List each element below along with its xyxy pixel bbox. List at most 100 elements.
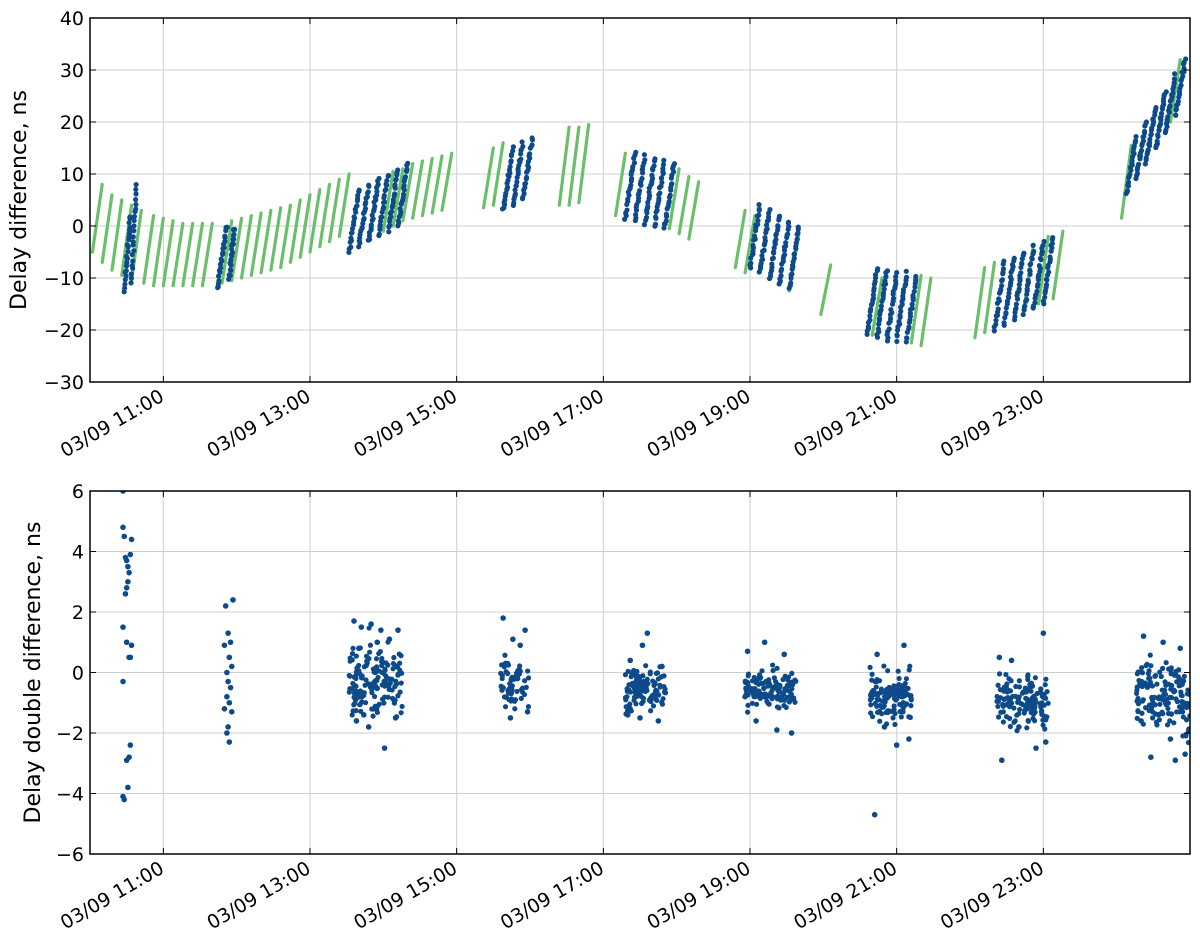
data-point [877,718,883,724]
data-point [906,324,912,330]
data-point [222,238,228,244]
x-tick-label: 03/09 13:00 [203,385,314,462]
data-point [351,618,357,624]
data-point [1012,693,1019,700]
data-point [788,691,794,697]
model-track [567,125,581,207]
model-track [259,208,273,275]
data-point [513,183,519,189]
data-point [348,244,354,250]
data-point [782,252,788,258]
y-tick-label: 6 [72,481,84,503]
data-point [748,688,754,695]
data-point [759,253,765,259]
data-point [225,678,231,685]
data-point [767,207,773,213]
data-point [381,192,387,199]
data-point [762,679,768,685]
data-point [1149,715,1156,721]
data-point [1153,104,1159,111]
data-point [999,277,1006,283]
data-point [882,697,888,704]
data-point [624,686,630,692]
data-point [376,668,382,674]
data-point [360,712,367,718]
data-point [627,689,633,695]
data-point [755,217,761,224]
data-point [397,206,403,212]
data-point [627,657,634,664]
data-point [1142,128,1148,135]
data-point [1027,267,1033,273]
data-point [663,211,669,217]
model-track [983,260,997,335]
data-point [871,811,878,818]
data-point [389,208,395,215]
data-point [1043,676,1049,682]
data-point [120,624,126,630]
data-point [892,710,898,717]
data-point [1160,665,1166,671]
data-point [651,682,657,689]
data-point [994,698,1000,704]
data-point [993,321,999,327]
data-point [500,615,506,621]
data-point [224,224,230,230]
data-point [639,642,646,649]
data-point [348,235,354,241]
data-point [1173,106,1179,112]
data-point [508,158,514,164]
data-point [1028,261,1034,267]
data-point [1140,697,1146,703]
data-point [999,283,1005,289]
data-point [1018,270,1024,276]
model-track [327,177,341,244]
data-point [123,639,130,646]
data-point [1034,690,1040,697]
data-point [1174,679,1180,685]
data-point [349,712,355,718]
data-point [522,180,529,187]
data-point [1001,696,1007,702]
data-point [633,149,639,155]
data-point [894,696,900,702]
data-point [346,689,352,695]
series-measured [121,56,1189,345]
data-point [894,332,900,338]
data-point [1180,709,1186,715]
data-point [1027,681,1033,688]
data-point [1034,288,1040,294]
data-point [652,689,658,695]
data-point [1125,179,1132,185]
data-point [993,317,999,323]
data-point [661,225,667,231]
data-point [769,261,775,267]
data-point [881,286,887,292]
data-point [381,199,388,205]
x-tick-label: 03/09 23:00 [937,385,1048,462]
data-point [1133,133,1139,140]
data-point [1024,725,1030,731]
data-point [661,157,667,163]
data-point [395,167,401,173]
data-point [893,274,899,280]
data-point [522,678,528,684]
model-track [269,206,283,272]
y-tick-label: −6 [56,844,84,866]
data-point [898,308,904,314]
data-point [765,214,772,220]
data-point [1022,303,1028,309]
data-point [877,690,883,696]
y-axis-title: Delay difference, ns [7,90,32,310]
data-point [1011,705,1017,711]
data-point [1175,674,1181,680]
data-point [392,191,398,197]
data-point [1044,714,1050,720]
data-point [669,181,675,187]
data-point [1157,121,1164,127]
data-point [363,677,369,683]
plot-area [90,56,1189,348]
data-point [369,689,375,696]
y-tick-label: 0 [72,216,84,238]
model-track [220,219,234,285]
